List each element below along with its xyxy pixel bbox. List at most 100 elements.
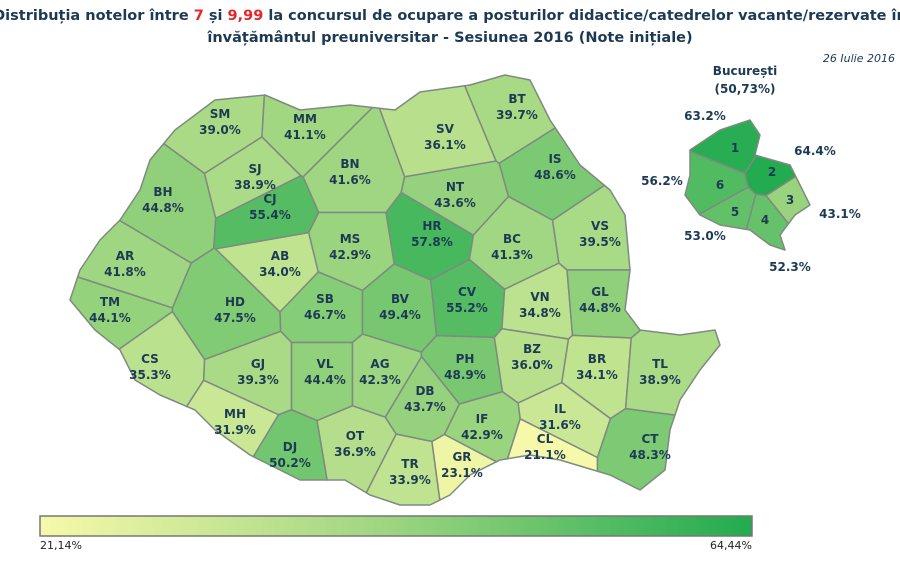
county-code: CT: [642, 432, 660, 446]
county-code: SB: [316, 292, 334, 306]
county-code: MM: [293, 112, 317, 126]
county-code: VN: [530, 290, 549, 304]
date: 26 Iulie 2016: [823, 52, 895, 65]
title-text: și: [204, 8, 228, 24]
sector-code: 5: [731, 205, 739, 219]
county-value: 42.9%: [461, 428, 503, 442]
county-value: 46.7%: [304, 308, 346, 322]
county-value: 44.8%: [142, 201, 184, 215]
county-value: 33.9%: [389, 473, 431, 487]
county-value: 36.9%: [334, 445, 376, 459]
county-code: BC: [503, 232, 521, 246]
county-code: CL: [537, 432, 554, 446]
county-value: 48.3%: [629, 448, 671, 462]
county-value: 43.6%: [434, 196, 476, 210]
county-value: 31.6%: [539, 418, 581, 432]
county-value: 23.1%: [441, 466, 483, 480]
legend-bar: [39, 515, 753, 537]
county-value: 36.0%: [511, 358, 553, 372]
sector: [745, 193, 790, 251]
county-value: 48.6%: [534, 168, 576, 182]
county-value: 44.4%: [304, 373, 346, 387]
county-code: GL: [591, 285, 609, 299]
county-value: 41.1%: [284, 128, 326, 142]
county-value: 38.9%: [234, 178, 276, 192]
county-code: AB: [271, 249, 289, 263]
county-code: PH: [456, 352, 475, 366]
title-line-1: Distribuția notelor între 7 și 9,99 la c…: [0, 8, 900, 24]
county-value: 31.9%: [214, 423, 256, 437]
county-value: 42.3%: [359, 373, 401, 387]
county-value: 50.2%: [269, 456, 311, 470]
county-value: 44.8%: [579, 301, 621, 315]
county-value: 35.3%: [129, 368, 171, 382]
county-code: HD: [225, 295, 245, 309]
county-code: DB: [415, 384, 434, 398]
county-code: GR: [452, 450, 471, 464]
sector-value: 64.4%: [794, 144, 836, 158]
county-value: 36.1%: [424, 138, 466, 152]
county-code: CV: [458, 285, 477, 299]
county-code: BN: [340, 157, 359, 171]
title-text: Distribuția notelor între: [0, 8, 194, 24]
county-value: 34.8%: [519, 306, 561, 320]
county: [517, 381, 612, 459]
county-value: 57.8%: [411, 235, 453, 249]
county: [365, 433, 441, 506]
county-value: 48.9%: [444, 368, 486, 382]
county-value: 39.0%: [199, 123, 241, 137]
county-value: 44.1%: [89, 311, 131, 325]
sector-value: 43.1%: [819, 207, 861, 221]
county-code: BT: [508, 92, 526, 106]
county-value: 42.9%: [329, 248, 371, 262]
county-value: 41.8%: [104, 265, 146, 279]
legend-max: 64,44%: [710, 539, 752, 552]
county-code: SJ: [248, 162, 261, 176]
county-code: MH: [224, 407, 246, 421]
county-code: SM: [210, 107, 231, 121]
legend-min: 21,14%: [40, 539, 82, 552]
county-code: TM: [100, 295, 120, 309]
county-code: BR: [588, 352, 606, 366]
county-code: TR: [401, 457, 418, 471]
county: [252, 409, 328, 481]
county-code: BV: [391, 292, 410, 306]
county: [624, 329, 721, 416]
county-value: 55.2%: [446, 301, 488, 315]
county-code: OT: [346, 429, 365, 443]
sector: [684, 150, 749, 215]
sector-code: 3: [786, 193, 794, 207]
county-code: IF: [476, 412, 489, 426]
county-code: IS: [548, 152, 561, 166]
sector-value: 56.2%: [641, 174, 683, 188]
county-code: VL: [317, 357, 334, 371]
title-low: 7: [194, 8, 204, 24]
county-code: TL: [652, 357, 668, 371]
county-code: NT: [446, 180, 465, 194]
county: [185, 379, 280, 458]
county-code: GJ: [251, 357, 265, 371]
county-value: 49.4%: [379, 308, 421, 322]
sector-code: 4: [761, 213, 769, 227]
county-value: 41.3%: [491, 248, 533, 262]
county-value: 41.6%: [329, 173, 371, 187]
sector-value: 63.2%: [684, 109, 726, 123]
county-code: VS: [591, 219, 609, 233]
county-code: DJ: [283, 440, 297, 454]
county-code: CS: [141, 352, 159, 366]
title-high: 9,99: [228, 8, 264, 24]
county-value: 39.3%: [237, 373, 279, 387]
sector-value: 53.0%: [684, 229, 726, 243]
county-value: 43.7%: [404, 400, 446, 414]
county-value: 47.5%: [214, 311, 256, 325]
sector-code: 2: [768, 165, 776, 179]
sector-code: 1: [731, 141, 739, 155]
county-code: HR: [422, 219, 441, 233]
county-value: 21.1%: [524, 448, 566, 462]
sector-value: 52.3%: [769, 260, 811, 274]
county-value: 55.4%: [249, 208, 291, 222]
county-code: SV: [436, 122, 455, 136]
county-code: BH: [153, 185, 172, 199]
county-code: AR: [116, 249, 135, 263]
